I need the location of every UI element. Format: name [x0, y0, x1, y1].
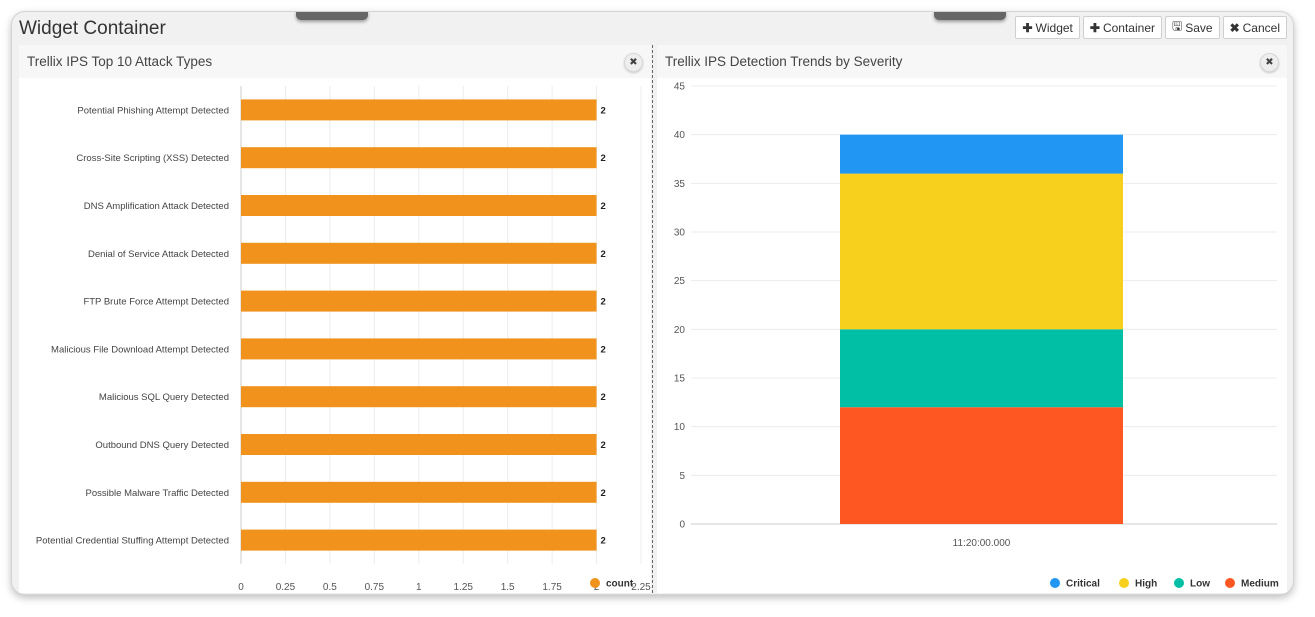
bar: [241, 529, 597, 551]
drag-handle[interactable]: [296, 12, 368, 20]
cancel-label: Cancel: [1242, 20, 1280, 35]
category-label: Denial of Service Attack Detected: [88, 249, 229, 260]
data-label: 2: [601, 105, 606, 116]
save-button[interactable]: 🖫 Save: [1164, 16, 1220, 39]
category-label: Malicious SQL Query Detected: [99, 392, 229, 403]
plus-icon: ✚: [1089, 20, 1100, 35]
x-tick-label: 1.75: [542, 582, 562, 593]
widget-title: Trellix IPS Top 10 Attack Types: [27, 54, 213, 69]
close-widget-button[interactable]: ✖: [1260, 53, 1279, 72]
widget-title: Trellix IPS Detection Trends by Severity: [665, 54, 903, 69]
data-label: 2: [601, 249, 606, 260]
bar: [241, 338, 597, 360]
detection-trends-chart: 0 5 10 15 20 25 30 35 40 45 11:20:00.000 Critical Hi…: [674, 82, 1279, 590]
category-label: Outbound DNS Query Detected: [95, 440, 229, 451]
widget-divider: [652, 45, 653, 593]
data-label: 2: [601, 488, 606, 499]
y-tick-label: 20: [674, 325, 686, 336]
y-tick-label: 15: [674, 374, 686, 385]
category-label: DNS Amplification Attack Detected: [84, 201, 229, 212]
close-widget-button[interactable]: ✖: [624, 53, 643, 72]
widget-container: Widget Container ✚ Widget ✚ Container 🖫 …: [11, 11, 1294, 595]
bar-segment-critical: [840, 134, 1123, 174]
bar-segment-medium: [840, 407, 1123, 524]
add-widget-button[interactable]: ✚ Widget: [1015, 16, 1080, 39]
x-tick-label: 1.25: [453, 582, 473, 593]
bar: [241, 434, 597, 455]
category-label: Cross-Site Scripting (XSS) Detected: [76, 153, 229, 164]
category-label: Possible Malware Traffic Detected: [86, 488, 229, 499]
widget-header: Trellix IPS Detection Trends by Severity…: [657, 45, 1287, 78]
y-tick-label: 45: [674, 82, 686, 93]
data-label: 2: [601, 201, 606, 212]
widget-header: Trellix IPS Top 10 Attack Types ✖: [19, 45, 651, 78]
bar-segment-high: [840, 173, 1123, 330]
category-label: Potential Phishing Attempt Detected: [77, 105, 229, 116]
bar: [241, 290, 597, 312]
y-tick-label: 25: [674, 276, 686, 287]
cancel-button[interactable]: ✖ Cancel: [1222, 16, 1287, 39]
y-tick-label: 35: [674, 179, 686, 190]
drag-handle[interactable]: [934, 12, 1006, 20]
y-tick-label: 40: [674, 130, 686, 141]
x-tick-label: 0.25: [276, 582, 296, 593]
category-label: Malicious File Download Attempt Detected: [51, 344, 229, 355]
y-tick-label: 5: [679, 471, 685, 482]
legend-marker: [1174, 578, 1184, 588]
save-label: Save: [1185, 20, 1213, 35]
bar: [241, 195, 597, 216]
x-tick-label: 1.5: [501, 582, 515, 593]
bar-segment-low: [840, 329, 1123, 408]
data-label: 2: [601, 344, 606, 355]
data-label: 2: [601, 297, 606, 308]
plus-icon: ✚: [1022, 20, 1033, 35]
legend-label: Critical: [1066, 579, 1100, 590]
container-toolbar: ✚ Widget ✚ Container 🖫 Save ✖ Cancel: [1015, 16, 1287, 39]
times-icon: ✖: [1229, 20, 1240, 35]
bar: [241, 147, 597, 169]
legend-marker: [1119, 578, 1129, 588]
x-tick-label: 0: [238, 582, 244, 593]
legend-label: count: [606, 579, 634, 590]
data-label: 2: [601, 440, 606, 451]
category-label: Potential Credential Stuffing Attempt De…: [36, 536, 229, 547]
bar: [241, 481, 597, 503]
y-tick-label: 10: [674, 422, 686, 433]
category-label: FTP Brute Force Attempt Detected: [83, 297, 229, 308]
bar: [241, 99, 597, 121]
add-container-label: Container: [1102, 20, 1155, 35]
bar: [241, 242, 597, 264]
legend-label: Medium: [1241, 579, 1279, 590]
y-tick-label: 0: [679, 520, 685, 531]
y-tick-label: 30: [674, 228, 686, 239]
add-container-button[interactable]: ✚ Container: [1082, 16, 1162, 39]
legend-marker: [590, 578, 600, 588]
x-tick-label: 0.75: [365, 582, 385, 593]
legend-marker: [1225, 578, 1235, 588]
widget-attack-types: Trellix IPS Top 10 Attack Types ✖ 0 0.25 0…: [19, 45, 651, 593]
x-tick-label: 2.25: [631, 582, 651, 593]
add-widget-label: Widget: [1035, 20, 1073, 35]
container-title: Widget Container: [19, 18, 166, 39]
legend-label: High: [1135, 579, 1157, 590]
attack-types-chart: 0 0.25 0.5 0.75 1 1.25 1.5 1.75 2 2.25 Potential P…: [36, 86, 651, 593]
widget-detection-trends: Trellix IPS Detection Trends by Severity…: [657, 45, 1287, 593]
floppy-disk-icon: 🖫: [1171, 19, 1183, 33]
legend-label: Low: [1190, 579, 1210, 590]
x-tick-label: 0.5: [323, 582, 337, 593]
data-label: 2: [601, 536, 606, 547]
legend-marker: [1050, 578, 1060, 588]
data-label: 2: [601, 153, 606, 164]
data-label: 2: [601, 392, 606, 403]
x-tick-label: 11:20:00.000: [953, 538, 1011, 549]
bar: [241, 386, 597, 408]
x-tick-label: 1: [416, 582, 422, 593]
